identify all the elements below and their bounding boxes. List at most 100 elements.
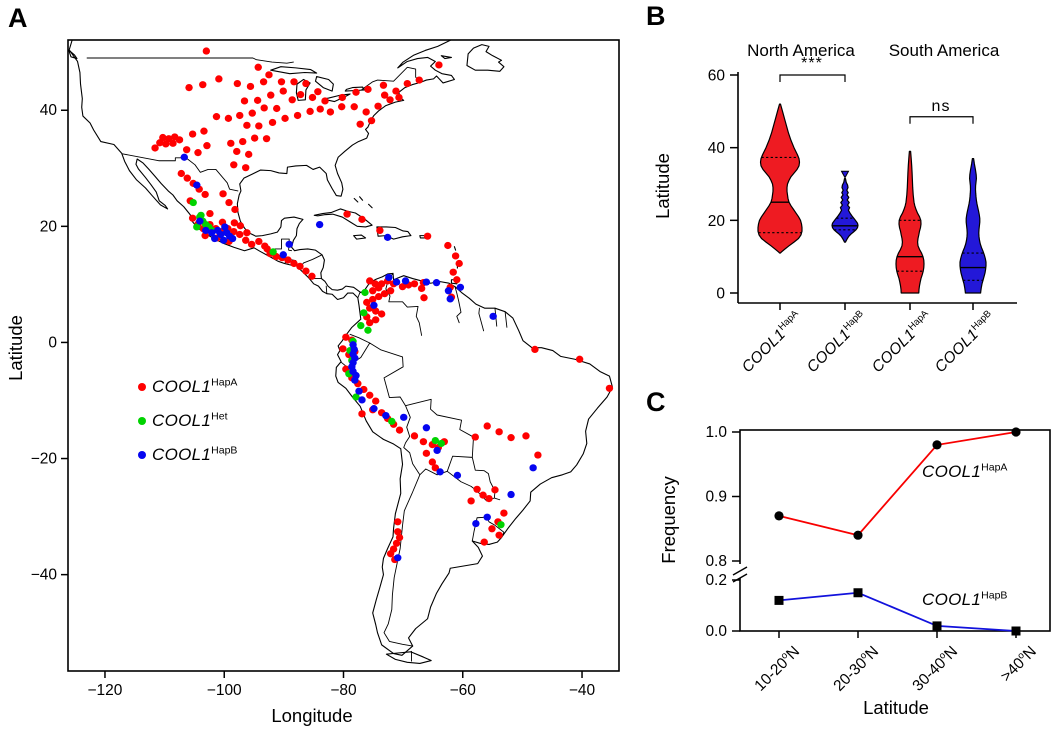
- map-point-hapb: [193, 181, 201, 189]
- map-point-hapa: [316, 105, 324, 113]
- violin-hapa-sa: [895, 150, 925, 294]
- map-point-hapa: [386, 550, 395, 558]
- line-y-tick-label: 0.2: [705, 572, 727, 589]
- marker-circle-hapa: [1011, 427, 1021, 437]
- map-point-hapa: [392, 539, 401, 547]
- map-point-hapb: [279, 251, 287, 259]
- map-point-hapa: [308, 93, 317, 102]
- line-series: [774, 427, 1021, 636]
- map-point-hapa: [212, 113, 221, 121]
- map-point-hapa: [185, 84, 193, 92]
- map-point-hapb: [433, 446, 441, 455]
- map-point-hapa: [225, 198, 233, 207]
- map-point-hapa: [219, 190, 227, 198]
- map-point-hapb: [228, 234, 237, 243]
- map-point-hapa: [415, 76, 423, 84]
- map-point-hapb: [285, 240, 293, 248]
- map-point-hapa: [483, 422, 491, 430]
- map-point-hapa: [428, 458, 437, 466]
- map-point-het: [357, 322, 365, 330]
- map-point-hapa: [188, 130, 197, 138]
- map-point-hapa: [250, 134, 259, 142]
- map-point-hapa: [230, 161, 238, 169]
- map-point-hapa: [522, 432, 530, 440]
- map-point-hapa: [255, 237, 263, 246]
- map-point-hapb: [358, 396, 366, 404]
- map-point-hapa: [500, 509, 508, 517]
- map-point-hapb: [507, 490, 515, 499]
- map-point-hapa: [201, 232, 209, 240]
- map-point-hapa: [358, 410, 366, 418]
- map-point-hapa: [449, 268, 457, 276]
- map-point-hapa: [377, 280, 386, 288]
- map-point-hapa: [362, 108, 370, 116]
- series-line-hapb: [778, 591, 1017, 632]
- map-point-hapa: [364, 85, 372, 93]
- map-point-hapb: [529, 464, 537, 472]
- map-point-hapa: [366, 319, 374, 327]
- map-y-tick-label: 0: [48, 334, 57, 351]
- map-point-hapb: [483, 513, 491, 521]
- map-point-hapa: [485, 494, 493, 503]
- map-point-hapa: [188, 214, 197, 222]
- group-title-south-america: South America: [888, 41, 1000, 60]
- map-point-hapa: [183, 174, 191, 182]
- series-sup: HapB: [981, 589, 1008, 602]
- map-point-hapa: [284, 256, 292, 264]
- map-point-hapa: [267, 91, 275, 99]
- map-point-hapa: [200, 127, 208, 135]
- map-x-tick-label: −120: [88, 682, 123, 699]
- violin-y-tick-label: 20: [708, 213, 726, 230]
- map-point-hapa: [260, 104, 268, 112]
- map-point-het: [197, 211, 205, 219]
- legend-gene-hapa: COOL1: [152, 377, 212, 396]
- map-point-hapa: [247, 240, 256, 248]
- legend-dot-hapa-icon: [138, 383, 146, 391]
- map-point-hapa: [394, 528, 402, 536]
- map-point-hapb: [351, 376, 359, 384]
- map-point-hapa: [358, 215, 366, 223]
- map-point-hapa: [480, 538, 488, 546]
- map-point-hapb: [370, 301, 378, 309]
- map-point-hapa: [467, 497, 475, 505]
- map-point-hapa: [339, 345, 347, 353]
- map-point-hapb: [401, 277, 410, 285]
- map-point-hapa: [417, 284, 426, 293]
- map-point-hapa: [262, 135, 271, 143]
- map-point-hapa: [231, 205, 239, 214]
- map-point-het: [388, 417, 396, 425]
- map-point-hapb: [422, 424, 431, 432]
- map-point-hapa: [394, 518, 402, 526]
- map-point-hapa: [290, 78, 298, 86]
- line-x-axis-title: Latitude: [863, 697, 929, 718]
- map-point-hapa: [342, 333, 350, 341]
- series-label-hapb: COOL1HapB: [922, 590, 1007, 610]
- line-y-tick-label: 1.0: [705, 424, 727, 441]
- line-y-tick-label: 0.9: [705, 489, 727, 506]
- map-point-hapb: [472, 519, 480, 528]
- map-x-tick-label: −40: [569, 682, 596, 699]
- map-point-hapa: [151, 144, 159, 152]
- line-y-axis-title: Frequency: [658, 476, 679, 564]
- legend-item-hapa: COOL1HapA: [138, 370, 237, 404]
- map-frame: [67, 39, 620, 672]
- legend-dot-hapb-icon: [138, 451, 146, 459]
- map-point-hapa: [395, 93, 403, 102]
- map-point-hapb: [383, 233, 392, 241]
- map-point-hapa: [194, 149, 202, 157]
- map-point-hapa: [488, 525, 496, 533]
- map-point-hapa: [236, 111, 244, 120]
- map-point-het: [364, 326, 372, 334]
- map-point-hapa: [369, 295, 377, 304]
- map-point-hapb: [432, 279, 441, 287]
- map-point-hapa: [338, 103, 346, 111]
- map-point-hapa: [199, 81, 207, 89]
- map-point-hapb: [196, 217, 204, 225]
- legend-item-hapb: COOL1HapB: [138, 438, 237, 472]
- map-point-hapa: [302, 79, 310, 88]
- group-title-north-america: North America: [747, 41, 855, 60]
- map-point-hapa: [230, 219, 239, 227]
- map-point-hapb: [489, 312, 497, 320]
- violin-y-tick-label: 0: [716, 286, 725, 303]
- violin-axes: 0 20 40 60: [708, 68, 1017, 310]
